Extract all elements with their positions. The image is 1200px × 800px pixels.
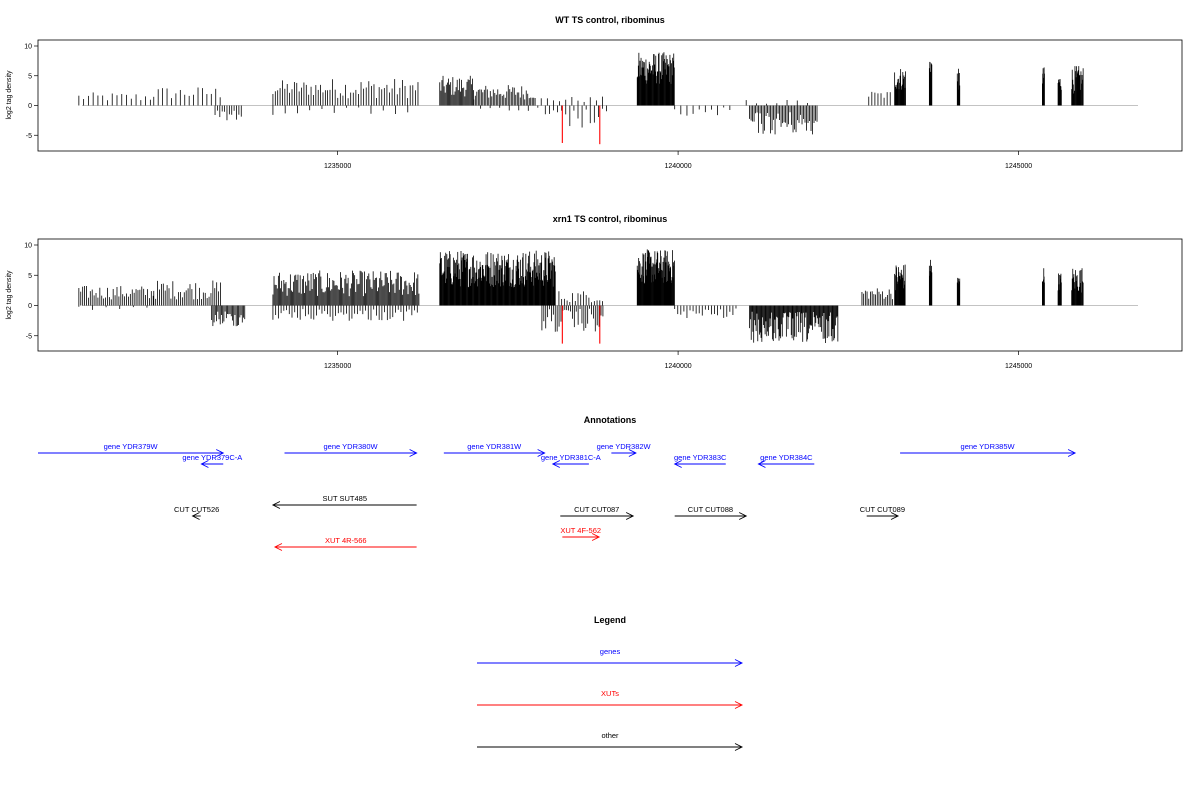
- annotation-arrow: XUT 4F-562: [560, 526, 601, 541]
- y-tick-label: 0: [28, 103, 32, 110]
- wt-bars: [78, 52, 1084, 145]
- y-tick-label: 10: [24, 243, 32, 250]
- x-tick-label: 1240000: [664, 363, 691, 370]
- legend-label: XUTs: [601, 689, 619, 698]
- y-tick-label: 5: [28, 273, 32, 280]
- annotation-label: CUT CUT087: [574, 505, 619, 514]
- legend-item: genes: [477, 647, 744, 667]
- wt-panel-title: WT TS control, ribominus: [555, 15, 665, 25]
- x-tick-label: 1235000: [324, 363, 351, 370]
- annotation-arrow: gene YDR379C-A: [182, 453, 242, 468]
- legend-label: genes: [600, 647, 621, 656]
- wt-x-ticks: 1235000 1240000 1245000: [324, 151, 1032, 170]
- x-tick-label: 1245000: [1005, 163, 1032, 170]
- annotation-label: gene YDR379W: [104, 442, 159, 451]
- wt-density-panel: WT TS control, ribominus log2 tag densit…: [6, 15, 1183, 170]
- y-tick-label: -5: [26, 133, 32, 140]
- y-tick-label: -5: [26, 333, 32, 340]
- xrn1-x-ticks: 1235000 1240000 1245000: [324, 351, 1032, 370]
- xrn1-y-ticks: -5 0 5 10: [24, 243, 38, 340]
- annotation-label: gene YDR381C-A: [541, 453, 601, 462]
- xrn1-plot-frame: [37, 238, 1183, 352]
- y-tick-label: 0: [28, 303, 32, 310]
- annotation-arrow: gene YDR384C: [757, 453, 815, 468]
- annotation-label: CUT CUT088: [688, 505, 733, 514]
- legend-item: XUTs: [477, 689, 744, 709]
- wt-y-ticks: -5 0 5 10: [24, 44, 38, 140]
- annotation-arrow: CUT CUT526: [174, 505, 219, 520]
- xrn1-density-panel: xrn1 TS control, ribominus log2 tag dens…: [6, 214, 1183, 370]
- annotation-label: SUT SUT485: [323, 494, 367, 503]
- annotation-label: gene YDR383C: [674, 453, 727, 462]
- legend-items: genes XUTs other: [477, 647, 744, 751]
- annotation-label: gene YDR381W: [467, 442, 522, 451]
- xrn1-y-axis-label: log2 tag density: [6, 270, 13, 320]
- xrn1-panel-title: xrn1 TS control, ribominus: [553, 214, 668, 224]
- annotation-label: XUT 4F-562: [560, 526, 601, 535]
- annotation-arrow: CUT CUT089: [860, 505, 905, 520]
- annotation-label: CUT CUT526: [174, 505, 219, 514]
- annotation-arrow: CUT CUT088: [674, 505, 748, 520]
- annotation-arrow: gene YDR383C: [673, 453, 727, 468]
- annotation-arrow: SUT SUT485: [271, 494, 417, 509]
- legend-title: Legend: [594, 615, 626, 625]
- annotation-arrow: gene YDR380W: [284, 442, 418, 457]
- y-tick-label: 5: [28, 73, 32, 80]
- x-tick-label: 1240000: [664, 163, 691, 170]
- legend-label: other: [601, 731, 619, 740]
- annotation-arrow: gene YDR381C-A: [541, 453, 601, 468]
- annotation-arrow: XUT 4R-566: [273, 536, 417, 551]
- x-tick-label: 1235000: [324, 163, 351, 170]
- wt-y-axis-label: log2 tag density: [6, 70, 13, 120]
- annotation-label: gene YDR385W: [961, 442, 1016, 451]
- annotation-arrow: gene YDR385W: [900, 442, 1077, 457]
- xrn1-bars: [78, 249, 1084, 344]
- legend-item: other: [477, 731, 744, 751]
- annotation-label: gene YDR380W: [324, 442, 379, 451]
- y-tick-label: 10: [24, 44, 32, 51]
- annotation-label: gene YDR379C-A: [182, 453, 242, 462]
- annotation-label: gene YDR384C: [760, 453, 813, 462]
- wt-plot-frame: [37, 39, 1183, 152]
- annotation-label: CUT CUT089: [860, 505, 905, 514]
- annotation-label: gene YDR382W: [597, 442, 652, 451]
- legend: Legend genes XUTs other: [477, 615, 744, 751]
- annotations-title: Annotations: [584, 415, 637, 425]
- annotation-arrow: gene YDR382W: [597, 442, 652, 457]
- annotation-arrow: gene YDR379W: [38, 442, 225, 457]
- x-tick-label: 1245000: [1005, 363, 1032, 370]
- annotation-label: XUT 4R-566: [325, 536, 367, 545]
- annotation-arrow: CUT CUT087: [560, 505, 635, 520]
- annotation-features: gene YDR379W gene YDR379C-A gene YDR380W ge…: [38, 442, 1077, 551]
- annotation-arrow: gene YDR381W: [443, 442, 546, 457]
